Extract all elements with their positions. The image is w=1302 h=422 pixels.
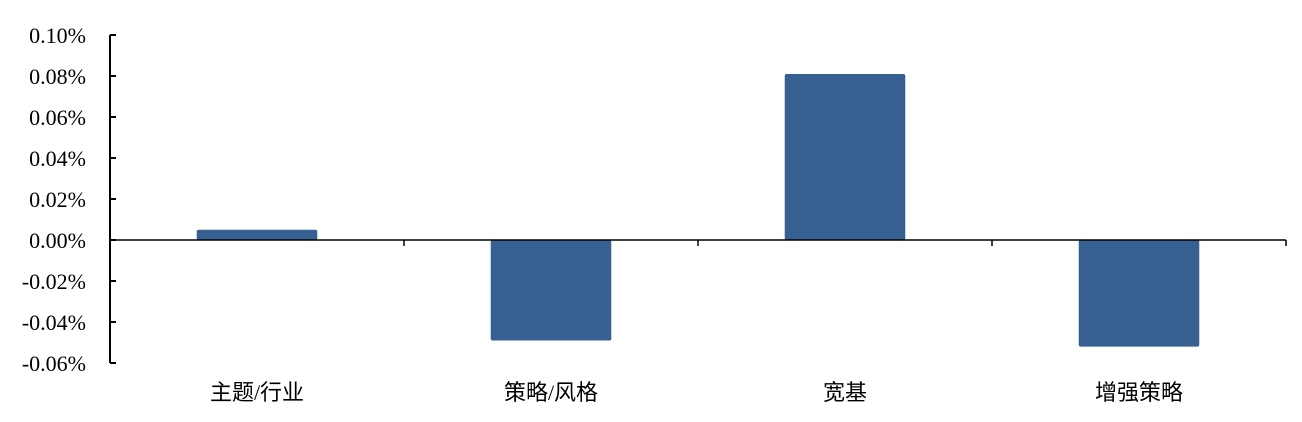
y-tick-label: 0.02% [29, 187, 86, 212]
x-tick-label: 策略/风格 [504, 380, 598, 405]
y-tick-label: 0.10% [29, 23, 86, 48]
bar-0 [196, 229, 318, 240]
y-tick-label: -0.02% [22, 269, 86, 294]
y-tick-label: 0.06% [29, 105, 86, 130]
x-tick-label: 宽基 [823, 380, 867, 405]
bar-3 [1078, 240, 1200, 347]
x-tick-label: 主题/行业 [210, 380, 304, 405]
bar-1 [490, 240, 612, 341]
bar-2 [784, 73, 906, 240]
x-tick-label: 增强策略 [1095, 380, 1183, 405]
y-tick-label: -0.04% [22, 310, 86, 335]
y-tick-label: -0.06% [22, 351, 86, 376]
y-tick-label: 0.08% [29, 64, 86, 89]
y-tick-label: 0.00% [29, 228, 86, 253]
y-tick-label: 0.04% [29, 146, 86, 171]
